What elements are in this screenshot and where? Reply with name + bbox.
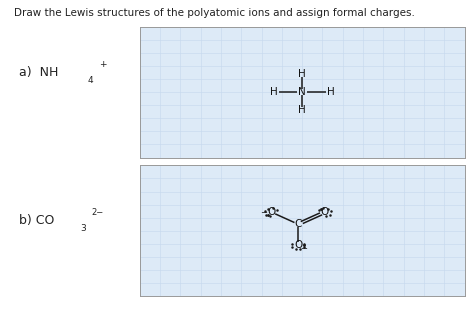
Text: O: O <box>267 207 276 217</box>
Text: −: − <box>260 208 267 217</box>
Text: N: N <box>298 87 306 97</box>
Text: H: H <box>327 87 335 97</box>
Text: b) CO: b) CO <box>19 214 55 227</box>
Text: C: C <box>294 219 302 229</box>
Text: 2−: 2− <box>91 208 104 217</box>
Text: Draw the Lewis structures of the polyatomic ions and assign formal charges.: Draw the Lewis structures of the polyato… <box>14 8 415 18</box>
Text: +: + <box>100 60 107 69</box>
Text: 4: 4 <box>88 76 93 85</box>
Text: H: H <box>270 87 278 97</box>
Text: H: H <box>298 69 306 79</box>
Text: O: O <box>294 240 302 250</box>
Text: H: H <box>298 106 306 115</box>
Text: 3: 3 <box>81 224 86 233</box>
Text: −: − <box>300 244 307 254</box>
Text: a)  NH: a) NH <box>19 66 58 79</box>
Text: O: O <box>320 207 329 217</box>
